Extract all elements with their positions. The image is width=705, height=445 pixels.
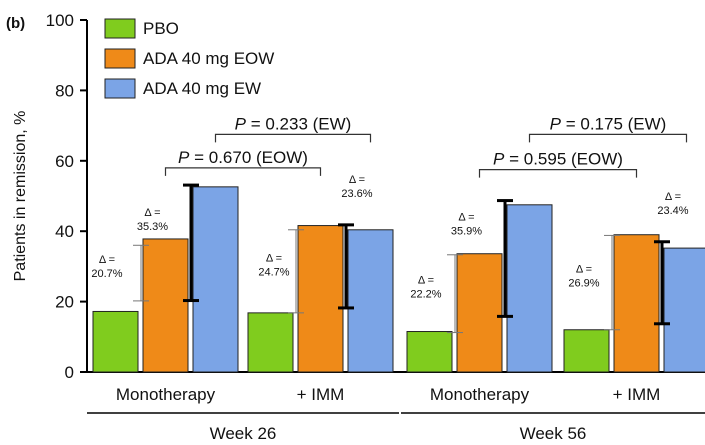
delta-label: 26.9% <box>568 278 599 290</box>
delta-label: 20.7% <box>91 268 122 280</box>
y-axis: 0 20 40 60 80 100 Patients in remission, % <box>12 11 88 382</box>
delta-annotations: Δ = 20.7% Δ = 35.3% Δ = 24.7% Δ = 23.6% Δ = 22.2%… <box>91 174 689 334</box>
delta-annotation: Δ = 24.7% <box>258 229 304 314</box>
week-group: Week 56 <box>401 412 705 443</box>
group-label: Week 26 <box>210 424 277 443</box>
bar <box>297 225 344 373</box>
y-tick-label: 0 <box>65 363 74 382</box>
y-ticks: 0 20 40 60 80 100 <box>46 11 87 382</box>
delta-label: Δ = <box>665 191 681 203</box>
x-category-label: Monotherapy <box>430 385 530 404</box>
week-groups: Week 26 Week 56 <box>87 412 705 443</box>
bar <box>506 204 553 373</box>
delta-label: Δ = <box>418 275 434 287</box>
legend-item: ADA 40 mg EOW <box>104 48 274 69</box>
legend-label: ADA 40 mg EOW <box>143 49 274 68</box>
p-value-label: P = 0.595 (EOW) <box>493 150 623 169</box>
y-tick-label: 60 <box>55 152 74 171</box>
p-value-bracket: P = 0.233 (EW) <box>214 114 372 143</box>
y-tick-label: 20 <box>55 293 74 312</box>
bar <box>613 234 660 373</box>
p-value-bracket: P = 0.595 (EOW) <box>478 150 638 178</box>
delta-annotation: Δ = 23.6% <box>338 174 373 310</box>
legend-swatch <box>104 48 136 69</box>
delta-label: Δ = <box>144 207 160 219</box>
legend-item: PBO <box>104 18 179 39</box>
delta-label: 24.7% <box>258 266 289 278</box>
legend-swatch <box>104 18 136 39</box>
legend-item: ADA 40 mg EW <box>104 78 261 99</box>
x-category-label: Monotherapy <box>116 385 216 404</box>
y-tick-label: 40 <box>55 222 74 241</box>
p-value-bracket: P = 0.670 (EOW) <box>164 148 322 176</box>
bar <box>347 229 394 373</box>
p-value-label: P = 0.233 (EW) <box>235 114 352 133</box>
bracket-line <box>214 133 372 143</box>
bar <box>456 253 503 373</box>
p-value-label: P = 0.670 (EOW) <box>178 148 308 167</box>
delta-label: 35.3% <box>137 221 168 233</box>
delta-annotation: Δ = 26.9% <box>568 234 620 331</box>
group-label: Week 56 <box>520 424 587 443</box>
delta-annotation: Δ = 20.7% <box>91 244 149 302</box>
delta-label: Δ = <box>576 264 592 276</box>
y-axis-label: Patients in remission, % <box>12 111 29 282</box>
bar <box>563 329 610 373</box>
bar <box>663 247 705 373</box>
panel-label: (b) <box>6 15 25 32</box>
bracket-line <box>478 169 638 178</box>
p-value-bracket: P = 0.175 (EW) <box>528 114 688 143</box>
delta-annotation: Δ = 22.2% <box>410 254 463 334</box>
bar <box>406 331 453 373</box>
legend-label: PBO <box>143 19 179 38</box>
p-value-label: P = 0.175 (EW) <box>550 114 667 133</box>
legend-swatch <box>104 78 136 99</box>
bracket-line <box>528 133 688 143</box>
delta-label: 23.6% <box>341 188 372 200</box>
delta-label: 35.9% <box>451 226 482 238</box>
delta-annotation: Δ = 23.4% <box>654 191 689 326</box>
delta-annotation: Δ = 35.9% <box>451 199 513 318</box>
legend-label: ADA 40 mg EW <box>143 79 261 98</box>
bar <box>92 310 139 373</box>
delta-annotation: Δ = 35.3% <box>137 183 199 303</box>
x-category-labels: Monotherapy + IMM Monotherapy + IMM <box>116 385 660 404</box>
bars <box>92 186 705 373</box>
week-group: Week 26 <box>87 412 399 443</box>
p-value-comparisons: P = 0.670 (EOW) P = 0.233 (EW) P = 0.595 (… <box>164 114 688 178</box>
delta-label: Δ = <box>266 252 282 264</box>
bar <box>192 186 239 373</box>
y-tick-label: 100 <box>46 11 74 30</box>
delta-label: Δ = <box>99 254 115 266</box>
bar <box>142 238 189 373</box>
delta-label: 22.2% <box>410 289 441 301</box>
delta-label: Δ = <box>349 174 365 186</box>
legend: PBO ADA 40 mg EOW ADA 40 mg EW <box>104 18 274 99</box>
bar <box>247 312 294 373</box>
delta-label: Δ = <box>458 212 474 224</box>
delta-label: 23.4% <box>657 205 688 217</box>
x-category-label: + IMM <box>297 385 345 404</box>
bracket-line <box>164 167 322 176</box>
y-tick-label: 80 <box>55 81 74 100</box>
x-category-label: + IMM <box>613 385 661 404</box>
